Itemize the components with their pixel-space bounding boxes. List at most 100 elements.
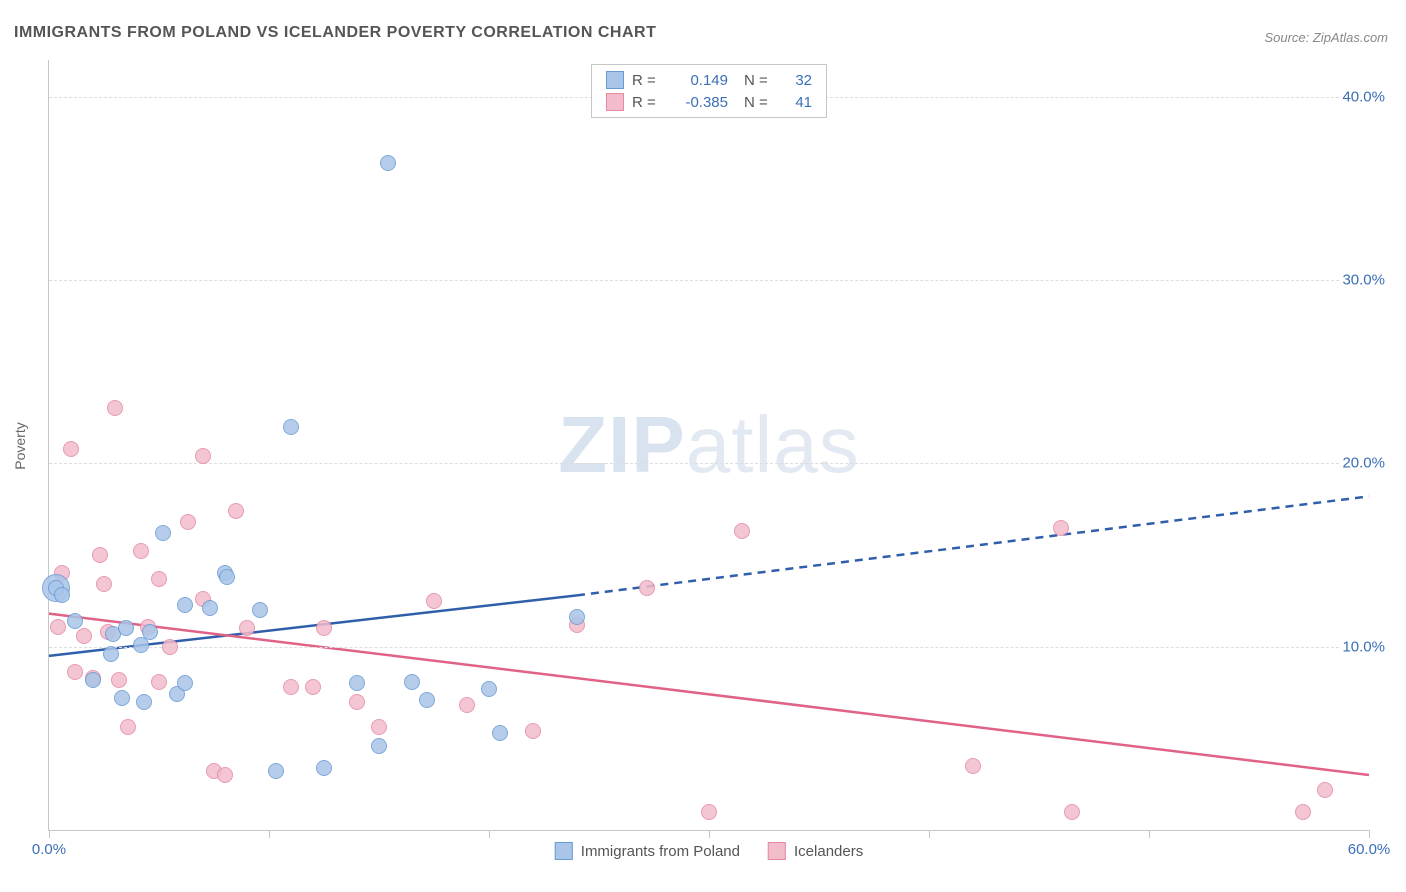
data-point-poland — [404, 674, 420, 690]
correlation-legend: R = 0.149 N = 32 R = -0.385 N = 41 — [591, 64, 827, 118]
data-point-icelanders — [162, 639, 178, 655]
data-point-icelanders — [459, 697, 475, 713]
data-point-poland — [569, 609, 585, 625]
data-point-icelanders — [50, 619, 66, 635]
x-tick — [49, 830, 50, 838]
data-point-poland — [283, 419, 299, 435]
y-tick-label: 30.0% — [1340, 272, 1387, 289]
data-point-icelanders — [111, 672, 127, 688]
n-value-poland: 32 — [782, 72, 812, 89]
data-point-poland — [67, 613, 83, 629]
data-point-poland — [371, 738, 387, 754]
legend-item-icelanders: Icelanders — [768, 842, 863, 860]
data-point-icelanders — [217, 767, 233, 783]
data-point-poland — [202, 600, 218, 616]
data-point-poland — [419, 692, 435, 708]
y-tick-label: 10.0% — [1340, 638, 1387, 655]
legend-row-icelanders: R = -0.385 N = 41 — [606, 91, 812, 113]
data-point-icelanders — [965, 758, 981, 774]
x-tick — [1369, 830, 1370, 838]
x-tick-label: 0.0% — [32, 841, 66, 858]
swatch-poland — [606, 71, 624, 89]
n-label: N = — [744, 72, 774, 89]
y-tick-label: 40.0% — [1340, 88, 1387, 105]
source-attribution: Source: ZipAtlas.com — [1264, 30, 1388, 45]
data-point-icelanders — [239, 620, 255, 636]
data-point-icelanders — [120, 719, 136, 735]
data-point-icelanders — [701, 804, 717, 820]
data-point-icelanders — [180, 514, 196, 530]
data-point-icelanders — [67, 664, 83, 680]
data-point-icelanders — [151, 674, 167, 690]
data-point-poland — [481, 681, 497, 697]
trend-lines — [49, 60, 1369, 830]
data-point-poland — [252, 602, 268, 618]
swatch-icelanders — [606, 93, 624, 111]
chart-container: IMMIGRANTS FROM POLAND VS ICELANDER POVE… — [0, 0, 1406, 892]
data-point-icelanders — [371, 719, 387, 735]
data-point-icelanders — [305, 679, 321, 695]
data-point-icelanders — [639, 580, 655, 596]
x-tick — [489, 830, 490, 838]
data-point-icelanders — [133, 543, 149, 559]
series-legend: Immigrants from Poland Icelanders — [555, 842, 863, 860]
data-point-icelanders — [525, 723, 541, 739]
data-point-icelanders — [1064, 804, 1080, 820]
data-point-poland — [492, 725, 508, 741]
x-tick — [269, 830, 270, 838]
data-point-icelanders — [283, 679, 299, 695]
data-point-icelanders — [1317, 782, 1333, 798]
legend-item-poland: Immigrants from Poland — [555, 842, 740, 860]
data-point-icelanders — [1053, 520, 1069, 536]
data-point-poland — [114, 690, 130, 706]
data-point-poland — [118, 620, 134, 636]
y-tick-label: 20.0% — [1340, 455, 1387, 472]
legend-label-icelanders: Icelanders — [794, 843, 863, 860]
chart-title: IMMIGRANTS FROM POLAND VS ICELANDER POVE… — [14, 24, 656, 42]
r-label: R = — [632, 94, 660, 111]
x-tick-label: 60.0% — [1348, 841, 1391, 858]
data-point-icelanders — [107, 400, 123, 416]
data-point-icelanders — [316, 620, 332, 636]
data-point-poland — [177, 597, 193, 613]
data-point-poland — [155, 525, 171, 541]
data-point-icelanders — [96, 576, 112, 592]
grid-line — [49, 280, 1369, 281]
trend-line — [577, 496, 1369, 595]
data-point-poland — [142, 624, 158, 640]
data-point-poland — [380, 155, 396, 171]
data-point-icelanders — [734, 523, 750, 539]
data-point-poland — [85, 672, 101, 688]
grid-line — [49, 647, 1369, 648]
data-point-poland — [136, 694, 152, 710]
data-point-poland — [54, 587, 70, 603]
data-point-poland — [219, 569, 235, 585]
data-point-icelanders — [195, 448, 211, 464]
data-point-icelanders — [151, 571, 167, 587]
plot-area: ZIPatlas R = 0.149 N = 32 R = -0.385 N =… — [48, 60, 1369, 831]
data-point-icelanders — [349, 694, 365, 710]
r-value-poland: 0.149 — [668, 72, 728, 89]
trend-line — [49, 614, 1369, 775]
data-point-poland — [349, 675, 365, 691]
data-point-poland — [103, 646, 119, 662]
data-point-icelanders — [63, 441, 79, 457]
data-point-icelanders — [228, 503, 244, 519]
swatch-icelanders — [768, 842, 786, 860]
data-point-poland — [177, 675, 193, 691]
data-point-icelanders — [1295, 804, 1311, 820]
data-point-icelanders — [426, 593, 442, 609]
swatch-poland — [555, 842, 573, 860]
n-value-icelanders: 41 — [782, 94, 812, 111]
x-tick — [1149, 830, 1150, 838]
legend-row-poland: R = 0.149 N = 32 — [606, 69, 812, 91]
n-label: N = — [744, 94, 774, 111]
legend-label-poland: Immigrants from Poland — [581, 843, 740, 860]
r-value-icelanders: -0.385 — [668, 94, 728, 111]
x-tick — [929, 830, 930, 838]
y-axis-label: Poverty — [12, 422, 28, 469]
grid-line — [49, 463, 1369, 464]
data-point-icelanders — [92, 547, 108, 563]
data-point-poland — [316, 760, 332, 776]
x-tick — [709, 830, 710, 838]
